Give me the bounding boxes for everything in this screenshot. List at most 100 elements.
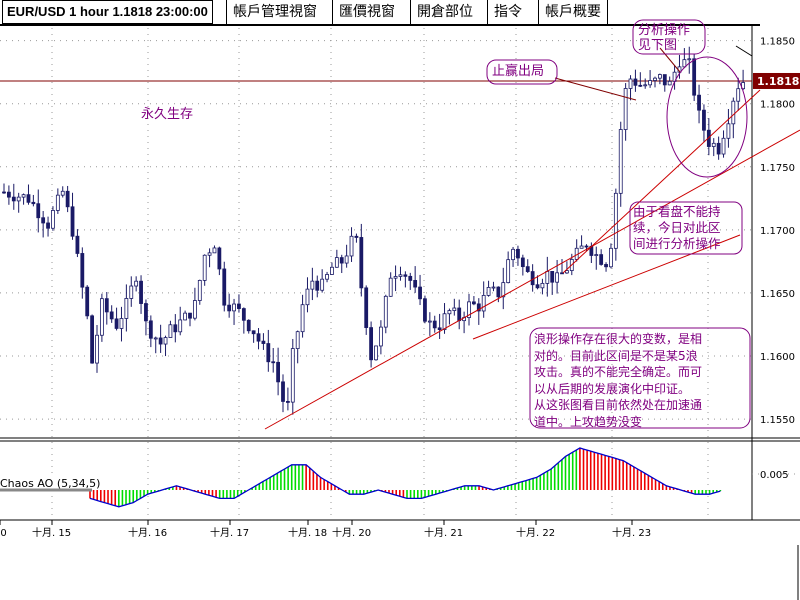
candle-body: [207, 252, 212, 256]
y-tick-label: 1.1650: [760, 289, 795, 300]
candle-body: [139, 280, 143, 304]
candle-body: [594, 254, 599, 256]
candle-body: [481, 294, 486, 312]
tab-open-positions[interactable]: 開倉部位: [410, 0, 479, 24]
candle-body: [60, 190, 65, 196]
candle-body: [633, 78, 638, 86]
candle-body: [41, 217, 46, 224]
candle-body: [144, 303, 148, 322]
analysis-box: [632, 19, 706, 55]
candle-body: [364, 287, 369, 328]
candle-body: [212, 247, 217, 254]
price-axis: 1.1550 1.1600 1.1650 1.1700 1.1750 1.1800 1.18…: [753, 37, 800, 426]
candle-body: [31, 201, 36, 205]
candle-body: [398, 274, 403, 277]
candle-body: [90, 315, 95, 364]
candle-body: [648, 80, 653, 86]
candle-body: [618, 129, 623, 194]
trendline-steep: [562, 89, 761, 274]
candle-body: [51, 210, 55, 229]
candle-body: [6, 191, 11, 198]
candle-body: [276, 361, 281, 383]
current-price-tag: [753, 72, 800, 89]
candle-body: [197, 279, 202, 301]
candle-body: [520, 257, 525, 268]
candle-body: [178, 319, 183, 333]
ao-signal-line: [89, 447, 721, 508]
candle-body: [183, 312, 188, 321]
candle-body: [109, 311, 114, 320]
reason-line-3: 间进行分析操作: [633, 236, 721, 251]
candle-body: [359, 237, 364, 289]
candle-body: [388, 277, 393, 297]
candle-body: [731, 100, 736, 125]
candle-body: [80, 253, 85, 288]
candle-body: [579, 245, 584, 249]
chart-title-tab[interactable]: EUR/USD 1 hour 1.1818 23:00:00: [2, 0, 213, 24]
candle-body: [70, 206, 75, 237]
candle-body: [491, 286, 496, 289]
candle-body: [550, 271, 555, 283]
candle-body: [383, 295, 388, 328]
candle-body: [432, 320, 437, 329]
trend-lines: [264, 45, 800, 430]
ao-tick-label: 0.005: [760, 470, 789, 481]
analysis-pointer: [659, 47, 681, 73]
candle-body: [697, 94, 701, 111]
wave-note-line-6: 道中。上攻趋势没变: [534, 414, 643, 429]
candle-body: [418, 286, 422, 300]
candle-body: [403, 274, 408, 277]
y-tick-label: 1.1700: [760, 226, 795, 237]
take-profit-pointer: [554, 77, 637, 101]
x-tick-label: 十月. 21: [424, 526, 463, 539]
candle-body: [599, 254, 604, 265]
candle-body: [452, 307, 457, 311]
candle-body: [535, 284, 540, 289]
y-tick-label: 1.1800: [760, 100, 795, 111]
wave-note-line-2: 对的。目前此区间是不是某5浪: [534, 348, 698, 363]
candle-body: [36, 203, 41, 219]
candle-body: [119, 318, 124, 329]
candle-body: [374, 345, 378, 361]
reason-line-2: 续，今日对此区: [633, 220, 721, 235]
corner-mark: [735, 45, 753, 57]
candle-body: [75, 235, 80, 254]
candle-body: [241, 308, 246, 321]
candle-body: [501, 282, 506, 298]
analysis-ellipse: [666, 56, 748, 178]
candle-body: [95, 334, 99, 364]
wave-note-line-3: 攻击。真的不能完全确定。而可: [534, 365, 703, 379]
tab-account-summary[interactable]: 帳戶概要: [538, 0, 608, 24]
reason-line-1: 由于看盘不能持: [633, 204, 721, 219]
x-tick-label: 十月. 17: [210, 526, 249, 539]
candle-body: [330, 266, 334, 275]
candle-body: [628, 78, 633, 89]
candle-body: [202, 254, 207, 281]
candle-body: [334, 257, 339, 268]
candle-body: [315, 280, 320, 291]
candle-body: [423, 298, 427, 322]
candle-body: [687, 58, 692, 61]
candle-body: [188, 312, 192, 319]
y-tick-label: 1.1850: [760, 37, 795, 48]
candle-body: [476, 303, 481, 312]
candle-body: [256, 333, 261, 342]
candle-body: [736, 88, 741, 102]
candle-body: [540, 282, 545, 289]
time-axis: 00 十月. 15 十月. 16 十月. 17 十月. 18 十月. 20 十月. 21 十月…: [0, 520, 799, 600]
permanent-label: 永久生存: [141, 107, 194, 122]
candle-body: [711, 142, 716, 147]
candle-body: [584, 245, 589, 248]
candle-body: [643, 84, 648, 87]
candle-body: [281, 381, 285, 402]
tab-quote-window[interactable]: 匯價視窗: [332, 0, 401, 24]
candle-body: [378, 326, 383, 347]
tab-account-management[interactable]: 帳戶管理視窗: [226, 0, 323, 24]
candlestick-series: [2, 46, 746, 415]
candle-body: [692, 58, 697, 96]
tab-orders[interactable]: 指令: [487, 0, 528, 24]
candle-body: [339, 257, 344, 264]
x-tick-label: 十月. 18: [288, 526, 327, 539]
candle-body: [163, 337, 168, 345]
